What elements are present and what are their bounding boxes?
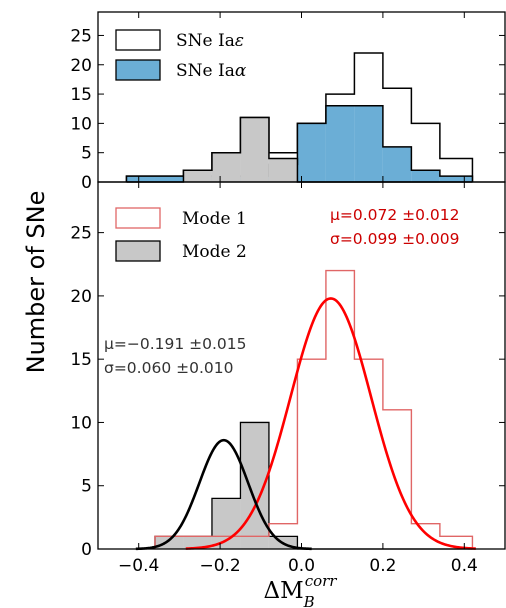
x-tick-label: 0.2: [369, 556, 396, 576]
x-tick-label: 0.4: [451, 556, 478, 576]
mode2-sigma-text: σ=0.060 ±0.010: [104, 359, 233, 377]
y-tick-label: 20: [70, 56, 92, 76]
legend-label-mode2: Mode 2: [182, 242, 247, 262]
y-tick-label: 10: [70, 413, 92, 433]
legend-label-text: SNe Ia: [176, 31, 235, 51]
mode1-mu-text: μ=0.072 ±0.012: [330, 206, 460, 224]
mode2-step: [154, 421, 473, 550]
y-tick-label: 20: [70, 287, 92, 307]
mode2-bar-0: [154, 536, 184, 549]
top-bar-blue-11: [439, 176, 473, 182]
axes-frame: [97, 181, 506, 550]
legend-label-white: SNe Iaε: [176, 31, 244, 51]
legend-label-text: SNe Ia: [176, 61, 235, 81]
y-tick-label: 0: [81, 173, 92, 193]
x-axis-label-subscript: B: [303, 593, 315, 608]
y-tick-label: 25: [70, 224, 92, 244]
mode1-sigma-text: σ=0.099 ±0.009: [330, 230, 459, 248]
y-tick-label: 25: [70, 26, 92, 46]
top-bar-blue-7: [325, 105, 355, 182]
legend-label-symbol: α: [235, 61, 247, 81]
legend-swatch-blue: [115, 59, 161, 81]
x-axis-label-delta: ΔM: [264, 578, 304, 604]
legend-swatch-white: [115, 29, 161, 51]
mode1-gaussian-fit: [185, 297, 476, 550]
mode1-step: [154, 269, 474, 549]
top-bar-blue-1: [154, 176, 184, 182]
y-tick-label: 15: [70, 350, 92, 370]
top-bar-gray-3: [211, 152, 241, 182]
y-tick-label: 5: [81, 144, 92, 164]
top-bar-blue-8: [354, 105, 383, 182]
top-bar-gray-4: [240, 117, 269, 182]
legend-label-blue: SNe Iaα: [176, 61, 247, 81]
x-tick-label: 0.0: [288, 556, 315, 576]
top-bar-gray-2: [183, 170, 212, 182]
x-axis-label-superscript: corr: [305, 572, 338, 590]
top-bar-gray-5: [268, 158, 298, 182]
legend-label-symbol: ε: [235, 31, 244, 51]
x-axis-label: ΔMBcorr: [264, 572, 338, 608]
x-tick-label: −0.4: [118, 556, 159, 576]
y-tick-label: 5: [81, 477, 92, 497]
top-bar-blue-10: [411, 170, 440, 182]
mode2-mu-text: μ=−0.191 ±0.015: [104, 335, 247, 353]
y-tick-label: 10: [70, 114, 92, 134]
legend-swatch-mode2: [115, 240, 161, 262]
top-bar-blue-6: [297, 123, 326, 182]
legend-swatch-mode1: [115, 207, 161, 229]
y-tick-label: 15: [70, 85, 92, 105]
bottom-histogram-panel: Mode 1 Mode 2 μ=0.072 ±0.012 σ=0.099 ±0.009…: [70, 181, 506, 576]
y-axis-label: Number of SNe: [22, 191, 50, 374]
top-bar-blue-0: [126, 176, 155, 182]
mode2-gaussian-fit: [135, 438, 312, 551]
legend-label-mode1: Mode 1: [182, 209, 247, 229]
top-bar-blue-9: [382, 146, 412, 182]
y-tick-label: 0: [81, 540, 92, 560]
x-tick-label: −0.2: [199, 556, 240, 576]
